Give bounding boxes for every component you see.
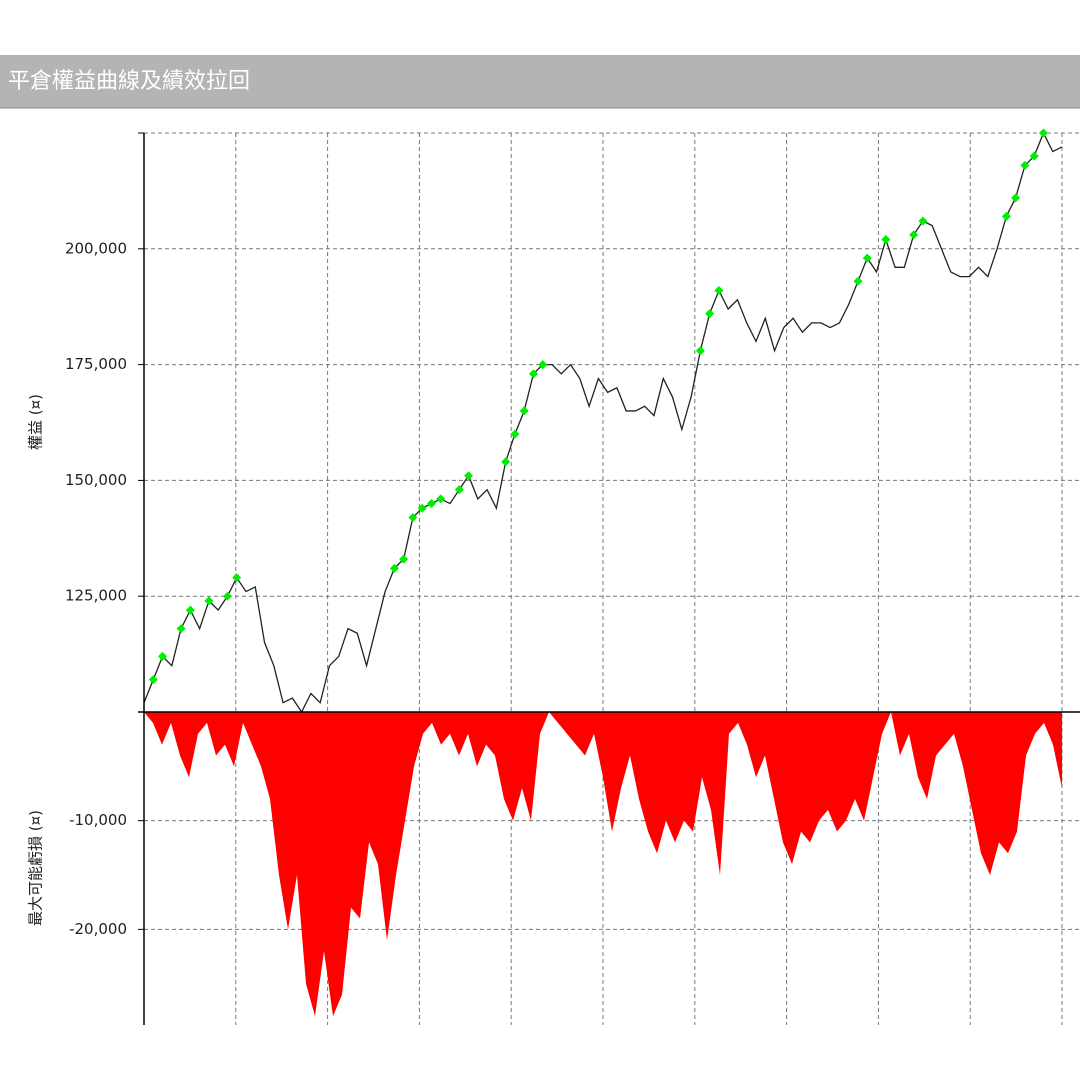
- new-high-marker: [909, 230, 919, 240]
- new-high-marker: [417, 503, 427, 513]
- new-high-marker: [1038, 128, 1048, 138]
- new-high-marker: [1011, 193, 1021, 203]
- new-high-marker: [176, 624, 186, 634]
- y-tick-label: -20,000: [69, 920, 127, 938]
- new-high-marker: [918, 216, 928, 226]
- new-high-marker: [1020, 160, 1030, 170]
- new-high-marker: [399, 554, 409, 564]
- chart-title: 平倉權益曲線及績效拉回: [8, 69, 250, 94]
- new-high-marker: [222, 591, 232, 601]
- new-high-marker: [714, 285, 724, 295]
- new-high-marker: [408, 512, 418, 522]
- new-high-marker: [538, 360, 548, 370]
- new-high-marker: [853, 276, 863, 286]
- new-high-marker: [519, 406, 529, 416]
- new-high-marker: [232, 573, 242, 583]
- y-tick-label: 125,000: [65, 587, 127, 605]
- y-tick-label: 175,000: [65, 355, 127, 373]
- equity-line: [143, 131, 1063, 714]
- header-bar: [0, 55, 1080, 108]
- y-tick-label: -10,000: [69, 811, 127, 829]
- new-high-marker: [148, 675, 158, 685]
- y-axis-title: 權益 (¤): [27, 394, 45, 450]
- new-high-marker: [695, 346, 705, 356]
- new-high-marker: [426, 499, 436, 509]
- drawdown-area: [144, 712, 1062, 1017]
- new-high-marker: [528, 369, 538, 379]
- new-high-marker: [501, 457, 511, 467]
- new-high-marker: [705, 309, 715, 319]
- new-high-marker: [881, 235, 891, 245]
- new-high-marker: [204, 596, 214, 606]
- new-high-marker: [510, 429, 520, 439]
- y-axis-title: 最大可能虧損 (¤): [27, 810, 45, 926]
- new-high-marker: [389, 563, 399, 573]
- new-high-marker: [464, 471, 474, 481]
- y-tick-label: 200,000: [65, 239, 127, 257]
- new-high-marker: [1001, 211, 1011, 221]
- new-high-marker: [862, 253, 872, 263]
- new-high-marker: [1029, 151, 1039, 161]
- y-tick-label: 150,000: [65, 471, 127, 489]
- new-high-marker: [454, 485, 464, 495]
- new-high-marker: [436, 494, 446, 504]
- new-high-marker: [158, 651, 168, 661]
- new-high-marker: [185, 605, 195, 615]
